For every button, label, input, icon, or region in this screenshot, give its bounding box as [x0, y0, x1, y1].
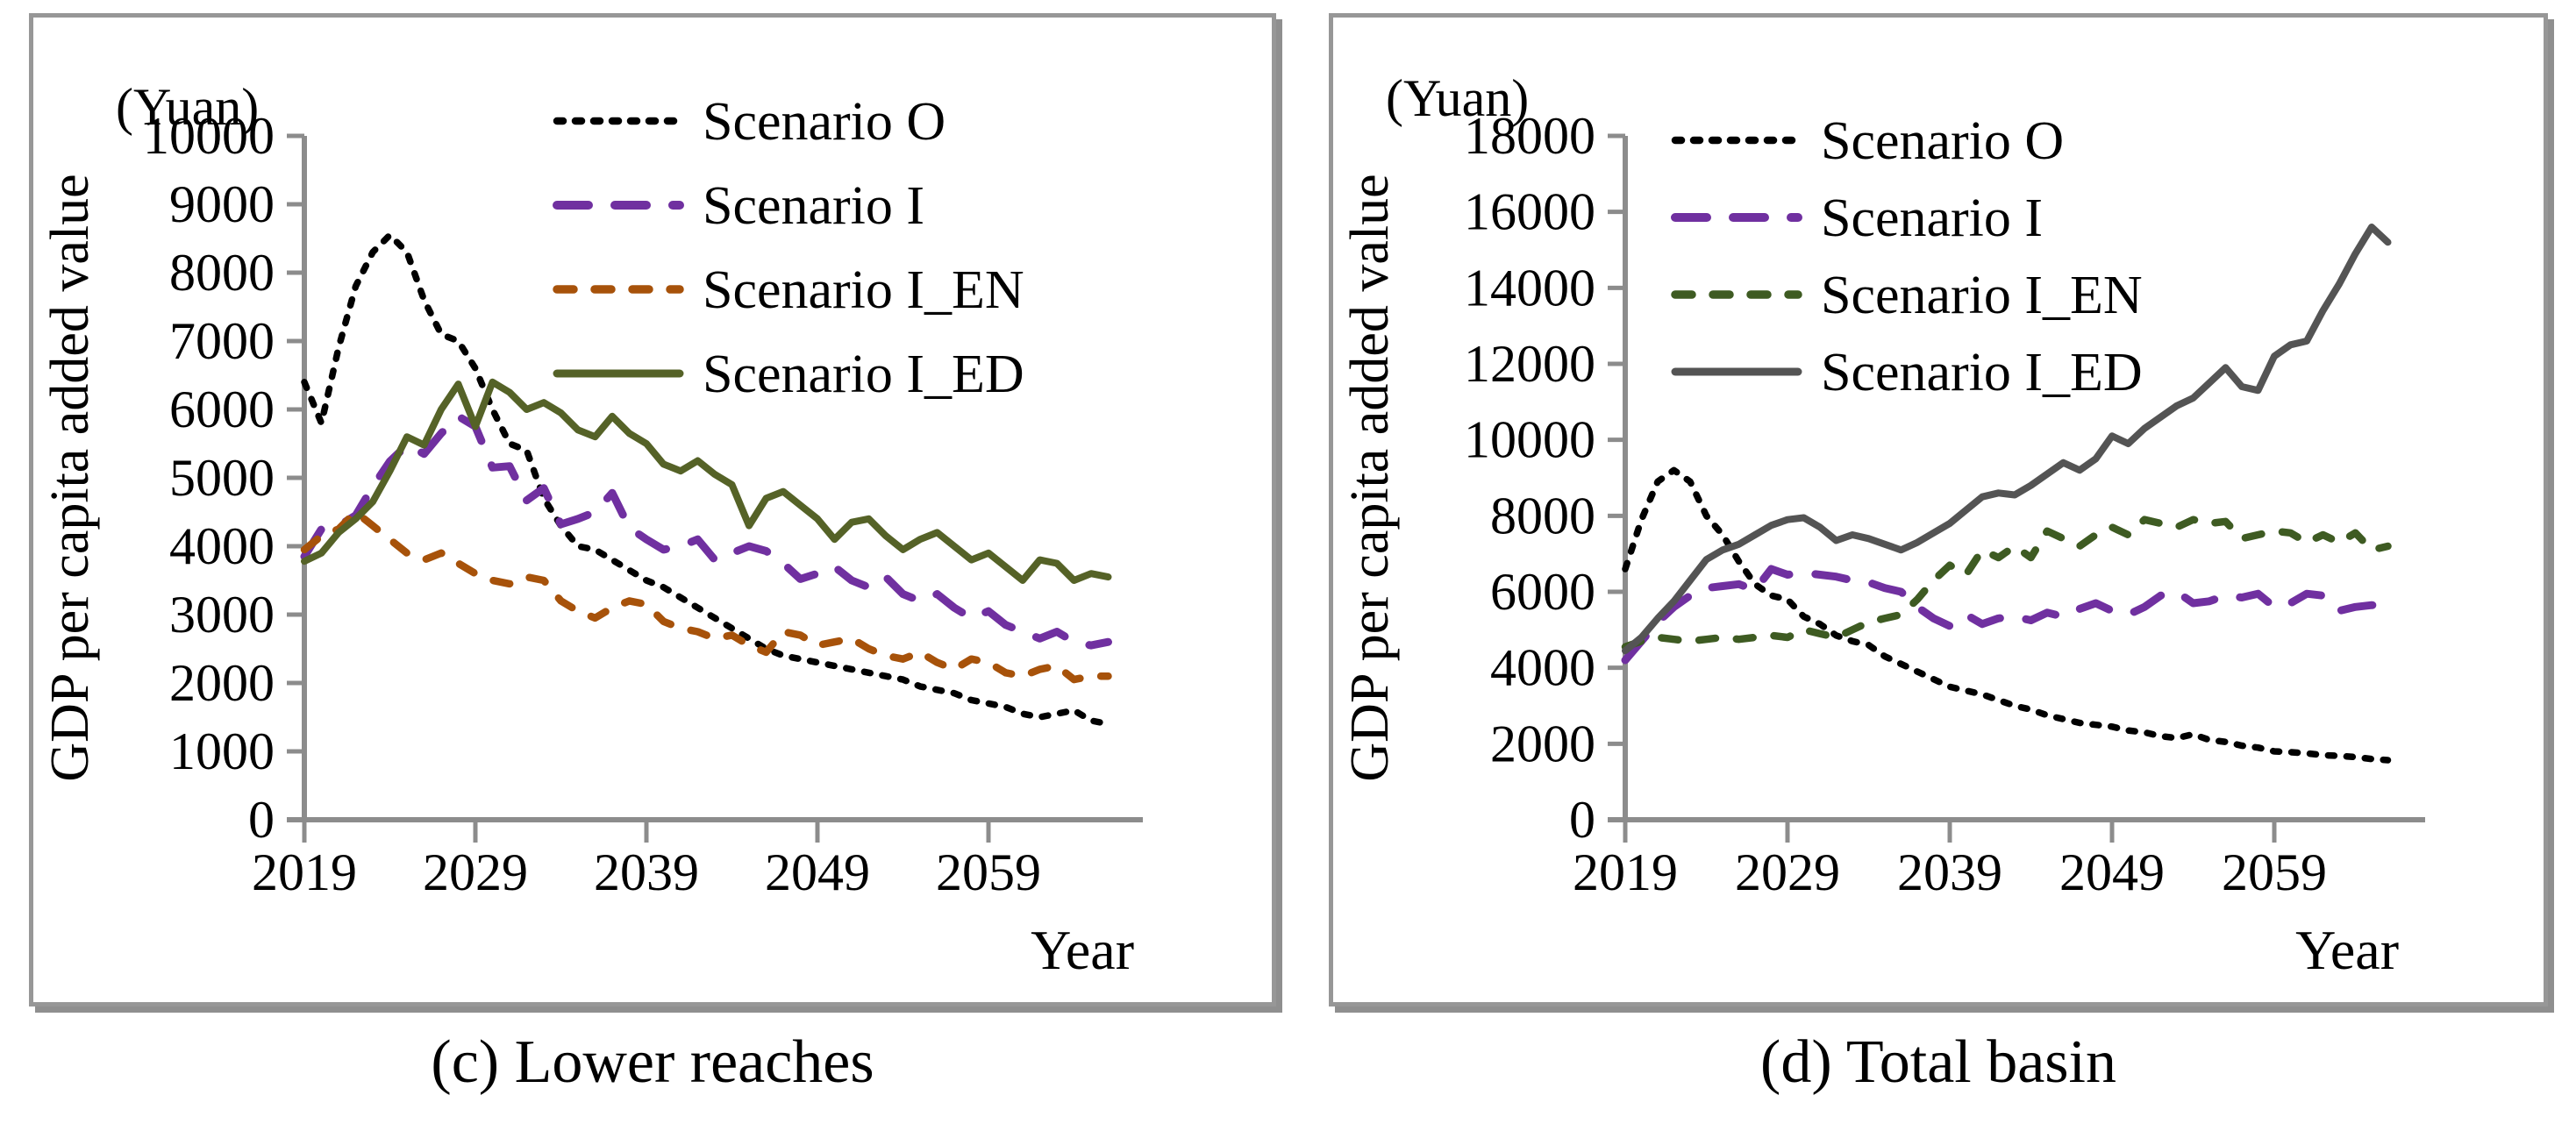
unit-label: (Yuan): [1386, 69, 1529, 127]
x-tick-label: 2039: [594, 843, 699, 901]
legend-label-scenario-i-en: Scenario I_EN: [1821, 266, 2143, 325]
chart-total-basin: 0 2000 4000 6000 8000 10000 12000 14000 16000 180…: [1340, 69, 2425, 981]
y-tick-label: 8000: [1490, 487, 1595, 544]
y-tick-label: 0: [248, 791, 275, 849]
series-line-scenario-i-ed: [1622, 224, 2392, 655]
y-tick-label: 10000: [1464, 411, 1595, 469]
caption-lower-reaches: (c) Lower reaches: [431, 1028, 874, 1096]
x-tick-label: 2059: [936, 843, 1041, 901]
series-line-scenario-i-en: [1621, 516, 2392, 651]
caption-total-basin: (d) Total basin: [1760, 1028, 2116, 1096]
legend-label-scenario-i-en: Scenario I_EN: [703, 260, 1024, 320]
x-tick-label: 2019: [1573, 843, 1678, 901]
series-line-scenario-o: [301, 231, 1112, 728]
x-tick-label: 2059: [2222, 843, 2327, 901]
y-tick-label: 5000: [169, 449, 275, 507]
x-tick-label: 2049: [2059, 843, 2165, 901]
legend-label-scenario-i-ed: Scenario I_ED: [703, 345, 1024, 404]
legend-label-scenario-i: Scenario I: [703, 176, 924, 236]
y-tick-label: 9000: [169, 175, 275, 233]
unit-label: (Yuan): [116, 78, 259, 136]
chart-panel-lower-reaches: 0 1000 2000 3000 4000 5000 6000 7000 8000 9000 100…: [29, 13, 1276, 1007]
series-line-scenario-o: [1622, 466, 2392, 764]
y-axis-title: GDP per capita added value: [1340, 174, 1400, 781]
x-tick-label: 2039: [1897, 843, 2002, 901]
y-tick-label: 1000: [169, 722, 275, 780]
chart-lower-reaches: 0 1000 2000 3000 4000 5000 6000 7000 8000 9000 100…: [40, 78, 1143, 981]
x-tick-label: 2049: [765, 843, 870, 901]
series-line-scenario-i-ed: [301, 378, 1112, 584]
legend-label-scenario-i: Scenario I: [1821, 188, 2043, 248]
chart-panel-total-basin: 0 2000 4000 6000 8000 10000 12000 14000 16000 180…: [1329, 13, 2548, 1007]
legend-label-scenario-o: Scenario O: [703, 92, 945, 152]
y-tick-label: 4000: [1490, 639, 1595, 697]
legend-label-scenario-i-ed: Scenario I_ED: [1821, 343, 2143, 402]
y-tick-label: 8000: [169, 244, 275, 302]
x-tick-label: 2029: [423, 843, 528, 901]
legend-label-scenario-o: Scenario O: [1821, 111, 2064, 171]
y-tick-label: 6000: [1490, 563, 1595, 621]
y-tick-label: 4000: [169, 517, 275, 575]
x-tick-label: 2029: [1735, 843, 1840, 901]
y-tick-label: 2000: [169, 654, 275, 712]
x-axis-title: Year: [2295, 919, 2399, 981]
y-tick-label: 16000: [1464, 183, 1595, 241]
y-tick-label: 3000: [169, 586, 275, 644]
x-tick-label: 2019: [252, 843, 357, 901]
y-tick-label: 18000: [1464, 107, 1595, 165]
series-line-scenario-i-en: [300, 508, 1112, 684]
x-axis-title: Year: [1031, 919, 1134, 981]
series-line-scenario-i: [1621, 565, 2392, 665]
y-tick-label: 6000: [169, 381, 275, 438]
y-tick-label: 10000: [143, 107, 275, 165]
y-tick-label: 2000: [1490, 715, 1595, 772]
y-tick-label: 14000: [1464, 259, 1595, 317]
series-line-scenario-i: [300, 412, 1112, 650]
y-tick-label: 7000: [169, 312, 275, 370]
y-tick-label: 12000: [1464, 335, 1595, 393]
y-axis-title: GDP per capita added value: [40, 174, 100, 781]
y-tick-label: 0: [1569, 791, 1595, 849]
